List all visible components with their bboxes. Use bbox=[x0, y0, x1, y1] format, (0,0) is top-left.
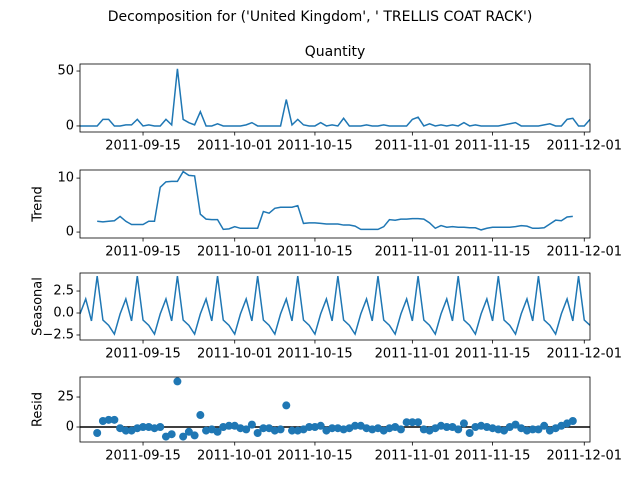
axes-frame bbox=[79, 272, 591, 341]
data-point bbox=[213, 427, 222, 436]
data-line bbox=[80, 275, 590, 336]
x-tick-label: 2011-11-01 bbox=[375, 139, 451, 154]
x-tick-label: 2011-10-01 bbox=[197, 449, 273, 464]
data-point bbox=[305, 423, 314, 432]
x-tick-label: 2011-11-01 bbox=[375, 449, 451, 464]
x-tick-label: 2011-10-15 bbox=[277, 245, 353, 260]
x-tick-label: 2011-09-15 bbox=[105, 347, 181, 362]
data-point bbox=[259, 424, 268, 433]
data-point bbox=[500, 426, 509, 435]
y-tick-label: 2.5 bbox=[53, 284, 74, 299]
x-tick-label: 2011-10-01 bbox=[197, 245, 273, 260]
x-tick-label: 2011-09-15 bbox=[105, 139, 181, 154]
data-point bbox=[173, 377, 182, 386]
y-tick-label: 0 bbox=[66, 420, 74, 435]
panel-title: Quantity bbox=[305, 44, 366, 60]
data-point bbox=[459, 419, 468, 428]
data-point bbox=[534, 425, 543, 434]
x-tick-label: 2011-11-01 bbox=[375, 347, 451, 362]
x-tick-label: 2011-12-01 bbox=[546, 347, 622, 362]
x-tick-label: 2011-09-15 bbox=[105, 245, 181, 260]
x-tick-label: 2011-11-01 bbox=[375, 245, 451, 260]
data-line bbox=[80, 68, 590, 127]
data-point bbox=[110, 415, 119, 424]
data-point bbox=[242, 425, 251, 434]
y-axis-label: Trend bbox=[31, 186, 46, 223]
axes-frame bbox=[79, 63, 591, 133]
data-point bbox=[156, 423, 165, 432]
y-tick-label: 0.0 bbox=[53, 306, 74, 321]
data-point bbox=[408, 418, 417, 427]
data-point bbox=[179, 432, 188, 441]
data-point bbox=[276, 425, 285, 434]
data-point bbox=[414, 418, 423, 427]
y-tick-label: 10 bbox=[57, 171, 74, 186]
data-point bbox=[528, 425, 537, 434]
y-tick-label: 0 bbox=[66, 118, 74, 133]
y-tick-label: 0 bbox=[66, 225, 74, 240]
data-point bbox=[396, 425, 405, 434]
figure-title: Decomposition for ('United Kingdom', ' T… bbox=[108, 9, 533, 25]
x-tick-label: 2011-10-15 bbox=[277, 449, 353, 464]
x-tick-label: 2011-11-15 bbox=[455, 139, 531, 154]
x-tick-label: 2011-11-15 bbox=[455, 449, 531, 464]
y-tick-label: −2.5 bbox=[42, 327, 74, 342]
data-point bbox=[167, 430, 176, 439]
data-point bbox=[139, 423, 148, 432]
x-tick-label: 2011-12-01 bbox=[546, 245, 622, 260]
axes-frame bbox=[79, 376, 591, 443]
x-tick-label: 2011-10-01 bbox=[197, 139, 273, 154]
y-axis-label: Resid bbox=[31, 392, 46, 427]
data-point bbox=[454, 425, 463, 434]
data-point bbox=[351, 421, 360, 430]
data-point bbox=[247, 420, 256, 429]
axes-frame bbox=[79, 169, 591, 239]
data-point bbox=[224, 421, 233, 430]
x-tick-label: 2011-10-15 bbox=[277, 139, 353, 154]
y-axis-label: Seasonal bbox=[31, 277, 46, 336]
data-point bbox=[328, 424, 337, 433]
data-point bbox=[282, 401, 291, 410]
x-tick-label: 2011-11-15 bbox=[455, 347, 531, 362]
data-point bbox=[190, 431, 199, 440]
data-point bbox=[104, 415, 113, 424]
data-point bbox=[568, 417, 577, 426]
y-tick-label: 50 bbox=[57, 64, 74, 79]
x-tick-label: 2011-10-15 bbox=[277, 347, 353, 362]
data-point bbox=[184, 427, 193, 436]
data-point bbox=[540, 421, 549, 430]
data-point bbox=[93, 429, 102, 438]
x-tick-label: 2011-10-01 bbox=[197, 347, 273, 362]
x-tick-label: 2011-12-01 bbox=[546, 449, 622, 464]
data-point bbox=[121, 426, 130, 435]
data-point bbox=[402, 418, 411, 427]
data-point bbox=[465, 429, 474, 438]
x-tick-label: 2011-09-15 bbox=[105, 449, 181, 464]
data-point bbox=[316, 421, 325, 430]
x-tick-label: 2011-12-01 bbox=[546, 139, 622, 154]
data-point bbox=[442, 423, 451, 432]
y-tick-label: 25 bbox=[57, 390, 74, 405]
data-point bbox=[511, 420, 520, 429]
data-point bbox=[253, 429, 262, 438]
data-point bbox=[196, 411, 205, 420]
data-line bbox=[97, 170, 573, 231]
data-point bbox=[288, 426, 297, 435]
x-tick-label: 2011-11-15 bbox=[455, 245, 531, 260]
